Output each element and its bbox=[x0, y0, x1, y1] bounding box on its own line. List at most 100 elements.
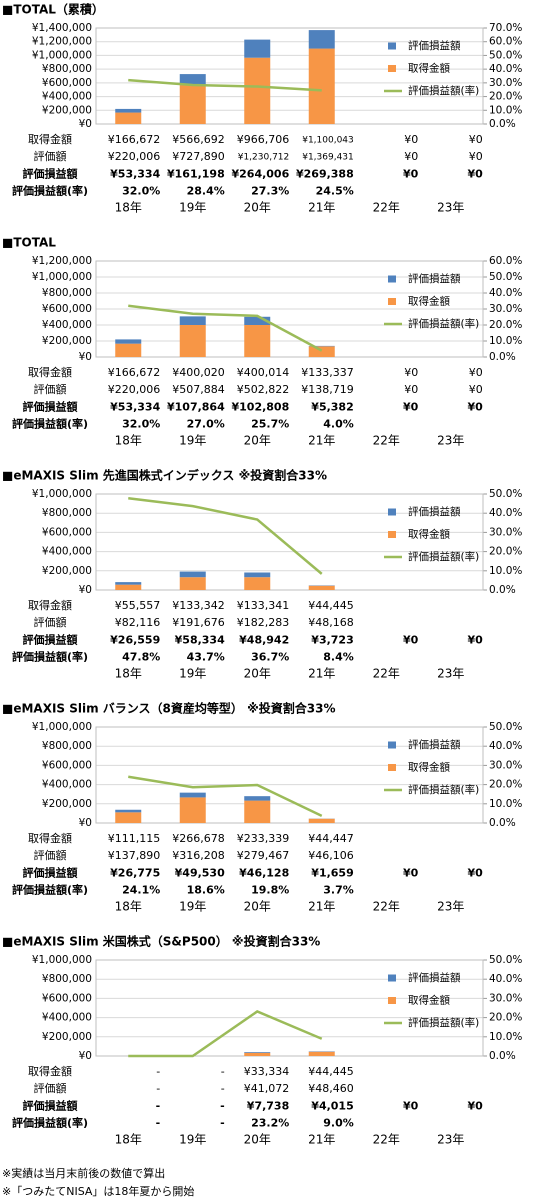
table-cell: ¥279,467 bbox=[237, 849, 290, 862]
bar bbox=[179, 797, 206, 823]
legend-label: 評価損益額 bbox=[408, 272, 461, 285]
table-cell: ¥58,334 bbox=[175, 633, 225, 646]
y-tick-label: ¥600,000 bbox=[42, 77, 92, 89]
y2-tick-label: 40.0% bbox=[489, 973, 522, 985]
table-cell: ¥161,198 bbox=[167, 167, 225, 180]
x-tick-label: 18年 bbox=[115, 1133, 142, 1147]
legend-label: 取得金額 bbox=[408, 994, 450, 1007]
x-tick-label: 23年 bbox=[437, 1133, 464, 1147]
legend-label: 評価損益額(率) bbox=[408, 783, 479, 796]
table-cell: ¥48,168 bbox=[308, 616, 354, 629]
x-tick-label: 19年 bbox=[179, 900, 206, 914]
bar bbox=[179, 316, 206, 325]
table-cell: 27.3% bbox=[251, 185, 289, 198]
y2-tick-label: 20.0% bbox=[489, 779, 522, 791]
row-label: 取得金額 bbox=[28, 1064, 72, 1078]
table-cell: - bbox=[221, 1082, 225, 1095]
row-label: 評価損益額 bbox=[23, 1098, 78, 1112]
table-cell: 32.0% bbox=[122, 418, 160, 431]
table-cell: ¥0 bbox=[467, 866, 483, 879]
table-cell: ¥26,775 bbox=[110, 866, 160, 879]
line bbox=[128, 78, 322, 92]
plot-frame bbox=[95, 726, 484, 824]
table-cell: ¥566,692 bbox=[172, 133, 225, 146]
row-label: 取得金額 bbox=[28, 132, 72, 146]
legend-label: 取得金額 bbox=[408, 62, 450, 75]
table-cell: ¥33,334 bbox=[244, 1065, 290, 1078]
table-cell: - bbox=[156, 1117, 161, 1130]
legend-swatch bbox=[388, 531, 396, 538]
table-cell: ¥220,006 bbox=[108, 150, 161, 163]
table-cell: ¥0 bbox=[469, 383, 483, 396]
bar bbox=[308, 48, 335, 124]
y-tick-label: ¥0 bbox=[79, 351, 92, 363]
x-tick-label: 20年 bbox=[244, 900, 271, 914]
x-tick-label: 22年 bbox=[373, 900, 400, 914]
table-cell: ¥133,341 bbox=[237, 599, 290, 612]
table-cell: ¥53,334 bbox=[110, 400, 160, 413]
table-cell: ¥44,445 bbox=[308, 1065, 354, 1078]
bar bbox=[179, 85, 206, 124]
y2-tick-label: 0.0% bbox=[489, 351, 516, 363]
x-tick-label: 21年 bbox=[308, 667, 335, 681]
table-cell: ¥0 bbox=[403, 866, 419, 879]
row-label: 評価損益額 bbox=[23, 865, 78, 879]
x-tick-label: 23年 bbox=[437, 900, 464, 914]
table-cell: 3.7% bbox=[323, 884, 354, 897]
y2-tick-label: 0.0% bbox=[489, 817, 516, 829]
y2-tick-label: 40.0% bbox=[489, 63, 522, 75]
x-tick-label: 19年 bbox=[179, 201, 206, 215]
row-label: 評価損益額(率) bbox=[12, 650, 88, 664]
y2-tick-label: 20.0% bbox=[489, 1012, 522, 1024]
y-tick-label: ¥1,000,000 bbox=[32, 954, 92, 966]
row-label: 評価損益額 bbox=[23, 399, 78, 413]
y-tick-label: ¥1,000,000 bbox=[32, 49, 92, 61]
table-cell: ¥0 bbox=[467, 633, 483, 646]
table-cell: ¥400,020 bbox=[172, 366, 225, 379]
y-tick-label: ¥1,000,000 bbox=[32, 271, 92, 283]
bar bbox=[244, 1052, 271, 1053]
y-tick-label: ¥600,000 bbox=[42, 759, 92, 771]
y-tick-label: ¥0 bbox=[79, 1050, 92, 1062]
table-cell: ¥41,072 bbox=[244, 1082, 290, 1095]
row-label: 取得金額 bbox=[28, 831, 72, 845]
chart-title: ■eMAXIS Slim バランス（8資産均等型） ※投資割合33% bbox=[2, 701, 335, 716]
table-cell: ¥0 bbox=[403, 400, 419, 413]
row-label: 評価損益額 bbox=[23, 632, 78, 646]
table-cell: ¥182,283 bbox=[237, 616, 290, 629]
y-tick-label: ¥200,000 bbox=[42, 565, 92, 577]
y2-tick-label: 50.0% bbox=[489, 271, 522, 283]
legend-label: 評価損益額 bbox=[408, 738, 461, 751]
y-tick-label: ¥400,000 bbox=[42, 546, 92, 558]
y-tick-label: ¥600,000 bbox=[42, 526, 92, 538]
table-cell: ¥233,339 bbox=[237, 832, 290, 845]
table-cell: 4.0% bbox=[323, 418, 354, 431]
y2-tick-label: 30.0% bbox=[489, 77, 522, 89]
bar bbox=[244, 324, 271, 357]
table-cell: ¥0 bbox=[467, 1099, 483, 1112]
y-tick-label: ¥400,000 bbox=[42, 779, 92, 791]
y-tick-label: ¥1,200,000 bbox=[32, 36, 92, 48]
table-cell: ¥49,530 bbox=[175, 866, 225, 879]
table-cell: ¥1,659 bbox=[311, 866, 353, 879]
legend-swatch bbox=[388, 298, 396, 305]
table-cell: 8.4% bbox=[323, 651, 354, 664]
legend-swatch bbox=[388, 764, 396, 771]
table-cell: ¥0 bbox=[469, 150, 483, 163]
x-tick-label: 21年 bbox=[308, 201, 335, 215]
x-tick-label: 22年 bbox=[373, 201, 400, 215]
table-cell: ¥111,115 bbox=[108, 832, 161, 845]
y2-tick-label: 50.0% bbox=[489, 49, 522, 61]
table-cell: ¥269,388 bbox=[296, 167, 354, 180]
table-cell: ¥4,015 bbox=[311, 1099, 353, 1112]
table-cell: ¥3,723 bbox=[311, 633, 353, 646]
table-cell: ¥266,678 bbox=[172, 832, 225, 845]
y2-tick-label: 30.0% bbox=[489, 992, 522, 1004]
x-tick-label: 23年 bbox=[437, 667, 464, 681]
plot-frame bbox=[95, 27, 484, 125]
table-cell: ¥137,890 bbox=[108, 849, 161, 862]
y-tick-label: ¥200,000 bbox=[42, 798, 92, 810]
y-tick-label: ¥0 bbox=[79, 118, 92, 130]
table-cell: - bbox=[220, 1117, 225, 1130]
table-cell: ¥191,676 bbox=[172, 616, 225, 629]
